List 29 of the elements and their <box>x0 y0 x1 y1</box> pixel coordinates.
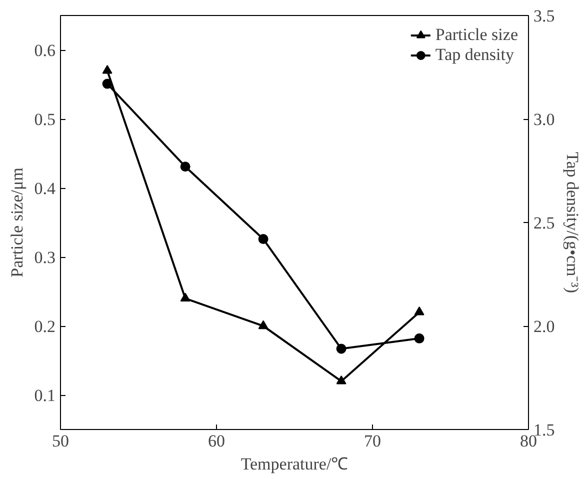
x-tick-label: 50 <box>52 432 69 450</box>
y2-tick-label: 2.5 <box>534 214 555 232</box>
legend-label: Particle size <box>435 25 518 45</box>
y-tick-label: 0.6 <box>34 41 56 60</box>
x-tick-label: 70 <box>364 432 381 450</box>
y-tick-label: 0.2 <box>34 317 56 336</box>
point <box>336 344 346 354</box>
x-axis-title: Temperature/℃ <box>240 454 348 474</box>
y2-tick-label: 3.0 <box>534 110 555 129</box>
y2-tick-label: 3.5 <box>534 6 555 26</box>
y-tick-label: 0.1 <box>34 386 56 405</box>
y2-tick-label: 2.0 <box>534 317 555 336</box>
point <box>258 234 268 244</box>
point <box>102 78 112 89</box>
y-tick-label: 0.5 <box>34 110 56 129</box>
point <box>258 320 268 330</box>
point <box>414 306 424 316</box>
point <box>336 376 346 384</box>
point <box>180 292 190 302</box>
y-axis-title: Particle size/μm <box>7 168 26 278</box>
y-tick-label: 0.3 <box>34 248 56 267</box>
point <box>414 333 424 344</box>
y-tick-label: 0.4 <box>34 179 56 198</box>
x-tick-label: 60 <box>208 432 225 450</box>
point <box>102 65 112 74</box>
x-tick-label: 80 <box>520 432 537 450</box>
point <box>180 162 190 172</box>
legend-label: Tap density <box>435 45 514 65</box>
y2-axis-title: Tap density/(g•cm⁻³) <box>562 152 582 293</box>
